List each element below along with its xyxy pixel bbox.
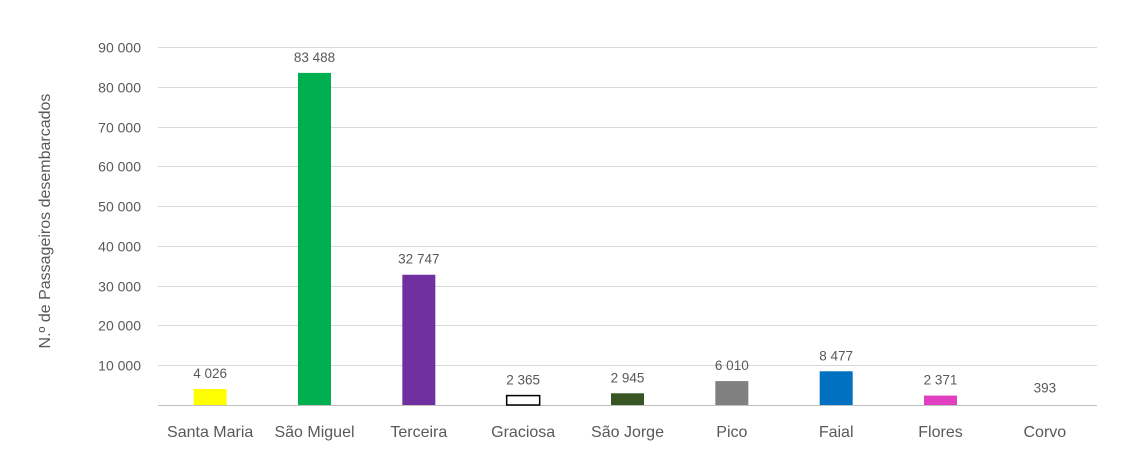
x-axis-categories: Santa Maria São Miguel Terceira Graciosa São… bbox=[167, 424, 1066, 441]
y-tick-label: 30 000 bbox=[98, 279, 141, 295]
y-axis-ticks: 10 000 20 000 30 000 40 000 50 000 60 000 70 0… bbox=[98, 40, 141, 374]
data-label: 4 026 bbox=[193, 366, 227, 381]
y-tick-label: 90 000 bbox=[98, 40, 141, 56]
x-category-label: Flores bbox=[918, 424, 962, 441]
x-category-label: Faial bbox=[819, 424, 854, 441]
x-category-label: São Miguel bbox=[274, 424, 354, 441]
x-category-label: Graciosa bbox=[491, 424, 555, 441]
bar bbox=[1028, 403, 1062, 405]
data-label: 2 371 bbox=[924, 373, 958, 388]
data-label: 393 bbox=[1034, 380, 1057, 395]
y-tick-label: 10 000 bbox=[98, 358, 141, 374]
data-label: 8 477 bbox=[819, 348, 853, 363]
bars bbox=[193, 72, 1062, 406]
y-tick-label: 70 000 bbox=[98, 120, 141, 136]
y-tick-label: 60 000 bbox=[98, 159, 141, 175]
x-category-label: Pico bbox=[716, 424, 747, 441]
x-category-label: Terceira bbox=[390, 424, 447, 441]
data-label: 2 945 bbox=[611, 370, 645, 385]
x-category-label: Santa Maria bbox=[167, 424, 253, 441]
y-tick-label: 20 000 bbox=[98, 318, 141, 334]
bar bbox=[715, 381, 749, 405]
x-category-label: São Jorge bbox=[591, 424, 664, 441]
data-label: 2 365 bbox=[506, 373, 540, 388]
data-label: 6 010 bbox=[715, 358, 749, 373]
data-label: 83 488 bbox=[294, 50, 335, 65]
bar bbox=[819, 371, 853, 405]
bar bbox=[402, 274, 436, 405]
bar bbox=[505, 394, 541, 406]
y-tick-label: 80 000 bbox=[98, 80, 141, 96]
data-label: 32 747 bbox=[398, 252, 439, 267]
bar bbox=[298, 72, 331, 405]
y-axis-title: N.º de Passageiros desembarcados bbox=[37, 94, 54, 349]
data-labels: 4 026 83 488 32 747 2 365 2 945 6 010 8 477 2 3… bbox=[193, 50, 1056, 396]
bar bbox=[611, 393, 644, 405]
y-tick-label: 50 000 bbox=[98, 199, 141, 215]
bar bbox=[924, 395, 957, 405]
y-tick-label: 40 000 bbox=[98, 239, 141, 255]
bar bbox=[193, 388, 227, 405]
x-category-label: Corvo bbox=[1023, 424, 1066, 441]
